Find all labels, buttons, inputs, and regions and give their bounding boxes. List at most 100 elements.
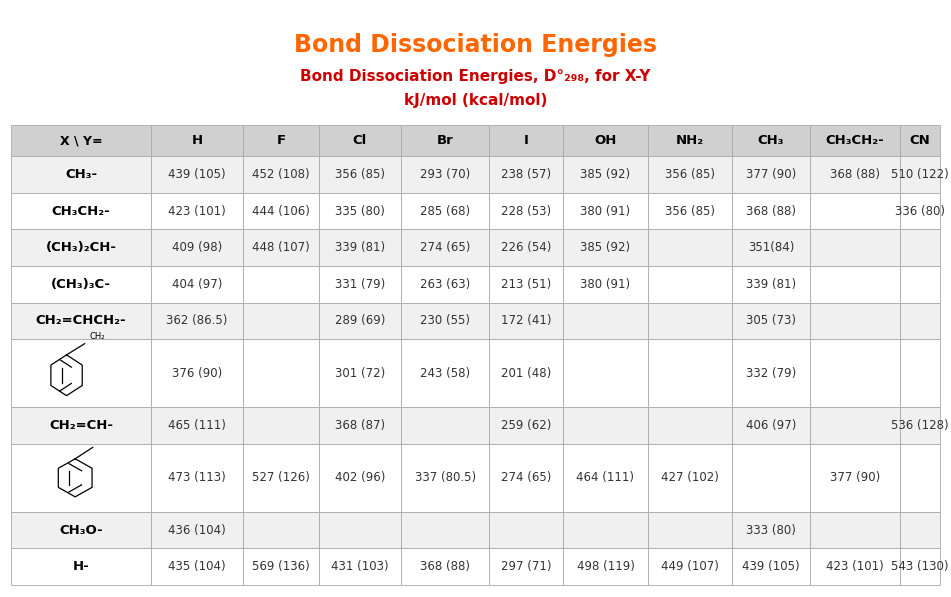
Text: 226 (54): 226 (54)	[501, 241, 552, 254]
Bar	[563, 266, 648, 303]
Bar	[11, 125, 150, 156]
Bar	[243, 125, 319, 156]
Bar	[11, 339, 150, 407]
Bar	[901, 303, 940, 339]
Bar	[401, 266, 489, 303]
Text: 337 (80.5): 337 (80.5)	[415, 471, 476, 484]
Bar	[901, 229, 940, 266]
Bar	[401, 407, 489, 444]
Bar	[11, 549, 150, 585]
Text: 385 (92): 385 (92)	[580, 168, 631, 181]
Bar	[901, 193, 940, 229]
Text: X \ Y=: X \ Y=	[60, 134, 103, 147]
Text: 274 (65): 274 (65)	[501, 471, 552, 484]
Text: CH₂: CH₂	[89, 333, 105, 341]
Bar	[809, 266, 901, 303]
Text: Bond Dissociation Energies: Bond Dissociation Energies	[294, 33, 657, 57]
Text: 465 (111): 465 (111)	[168, 419, 226, 432]
Text: 368 (88): 368 (88)	[420, 560, 470, 573]
Text: 423 (101): 423 (101)	[826, 560, 883, 573]
Text: (CH₃)₂CH-: (CH₃)₂CH-	[46, 241, 117, 254]
Text: H: H	[191, 134, 203, 147]
Bar	[319, 125, 401, 156]
Bar	[901, 339, 940, 407]
Bar	[809, 512, 901, 549]
Text: CH₂=CHCH₂-: CH₂=CHCH₂-	[36, 315, 126, 327]
Bar	[401, 303, 489, 339]
Bar	[243, 156, 319, 193]
Text: 339 (81): 339 (81)	[746, 278, 796, 291]
Bar	[243, 549, 319, 585]
Bar	[809, 444, 901, 512]
Bar	[401, 229, 489, 266]
Text: 536 (128): 536 (128)	[891, 419, 949, 432]
Bar	[563, 549, 648, 585]
Bar	[489, 193, 563, 229]
Bar	[489, 407, 563, 444]
Text: 305 (73): 305 (73)	[746, 315, 796, 327]
Bar	[809, 407, 901, 444]
Text: 376 (90): 376 (90)	[172, 367, 223, 380]
Text: 448 (107): 448 (107)	[252, 241, 310, 254]
Text: 402 (96): 402 (96)	[335, 471, 385, 484]
Text: 297 (71): 297 (71)	[501, 560, 552, 573]
Text: I: I	[524, 134, 529, 147]
Bar	[243, 229, 319, 266]
Text: 380 (91): 380 (91)	[580, 278, 631, 291]
Bar	[563, 156, 648, 193]
Text: kJ/mol (kcal/mol): kJ/mol (kcal/mol)	[404, 93, 547, 107]
Text: 431 (103): 431 (103)	[331, 560, 389, 573]
Bar	[150, 125, 243, 156]
Text: Bond Dissociation Energies, D°₂₉₈, for X-Y: Bond Dissociation Energies, D°₂₉₈, for X…	[301, 69, 650, 84]
Text: 335 (80): 335 (80)	[335, 205, 385, 217]
Bar	[150, 512, 243, 549]
Text: 406 (97): 406 (97)	[746, 419, 796, 432]
Bar	[150, 407, 243, 444]
Bar	[11, 444, 150, 512]
Text: 285 (68): 285 (68)	[420, 205, 470, 217]
Bar	[11, 512, 150, 549]
Text: 230 (55): 230 (55)	[420, 315, 470, 327]
Bar	[319, 407, 401, 444]
Bar	[809, 549, 901, 585]
Text: 435 (104): 435 (104)	[168, 560, 225, 573]
Text: CH₂=CH-: CH₂=CH-	[49, 419, 113, 432]
Text: 356 (85): 356 (85)	[665, 168, 715, 181]
Bar	[489, 125, 563, 156]
Text: 473 (113): 473 (113)	[168, 471, 226, 484]
Bar	[563, 407, 648, 444]
Bar	[489, 339, 563, 407]
Bar	[901, 549, 940, 585]
Text: 498 (119): 498 (119)	[576, 560, 634, 573]
Bar	[11, 229, 150, 266]
Bar	[732, 549, 809, 585]
Bar	[563, 303, 648, 339]
Text: 439 (105): 439 (105)	[742, 560, 800, 573]
Text: CN: CN	[909, 134, 930, 147]
Bar	[150, 229, 243, 266]
Text: 385 (92): 385 (92)	[580, 241, 631, 254]
Bar	[401, 339, 489, 407]
Bar	[401, 444, 489, 512]
Bar	[150, 156, 243, 193]
Bar	[489, 549, 563, 585]
Bar	[732, 444, 809, 512]
Bar	[489, 444, 563, 512]
Bar	[401, 512, 489, 549]
Text: 427 (102): 427 (102)	[661, 471, 719, 484]
Text: 339 (81): 339 (81)	[335, 241, 385, 254]
Text: 301 (72): 301 (72)	[335, 367, 385, 380]
Bar	[243, 512, 319, 549]
Text: 377 (90): 377 (90)	[830, 471, 880, 484]
Text: 527 (126): 527 (126)	[252, 471, 310, 484]
Bar	[319, 193, 401, 229]
Bar	[319, 156, 401, 193]
Bar	[150, 444, 243, 512]
Text: 510 (122): 510 (122)	[891, 168, 949, 181]
Bar	[732, 125, 809, 156]
Bar	[648, 156, 732, 193]
Bar	[648, 339, 732, 407]
Bar	[243, 303, 319, 339]
Text: 259 (62): 259 (62)	[501, 419, 552, 432]
Text: 356 (85): 356 (85)	[665, 205, 715, 217]
